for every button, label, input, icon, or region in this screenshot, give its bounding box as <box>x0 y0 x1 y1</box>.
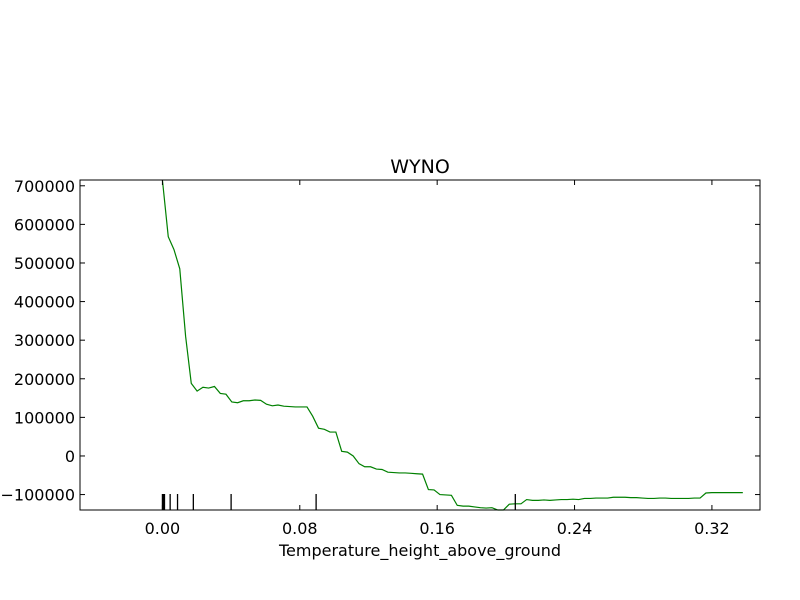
y-tick-label-4: 300000 <box>14 331 75 350</box>
series-layer <box>161 179 743 511</box>
x-axis: 0.00 0.08 0.16 0.24 0.32 <box>145 180 730 538</box>
x-tick-label-2: 0.16 <box>419 519 455 538</box>
x-tick-label-1: 0.08 <box>282 519 318 538</box>
y-tick-label-8: 700000 <box>14 177 75 196</box>
y-tick-label-2: 100000 <box>14 408 75 427</box>
y-tick-label-7: 600000 <box>14 215 75 234</box>
y-axis: −100000 0 100000 200000 300000 400000 500000 60… <box>1 177 760 505</box>
series-line-0 <box>161 179 743 511</box>
x-tick-label-0: 0.00 <box>145 519 181 538</box>
x-tick-label-3: 0.24 <box>557 519 593 538</box>
y-tick-label-5: 400000 <box>14 293 75 312</box>
y-tick-label-6: 500000 <box>14 254 75 273</box>
plot-frame <box>79 179 761 511</box>
rug-layer <box>161 494 516 510</box>
x-axis-label: Temperature_height_above_ground <box>278 541 561 561</box>
x-tick-label-4: 0.32 <box>694 519 730 538</box>
y-tick-label-3: 200000 <box>14 370 75 389</box>
y-tick-label-0: −100000 <box>1 486 75 505</box>
chart-title: WYNO <box>390 156 450 178</box>
y-tick-label-1: 0 <box>65 447 75 466</box>
